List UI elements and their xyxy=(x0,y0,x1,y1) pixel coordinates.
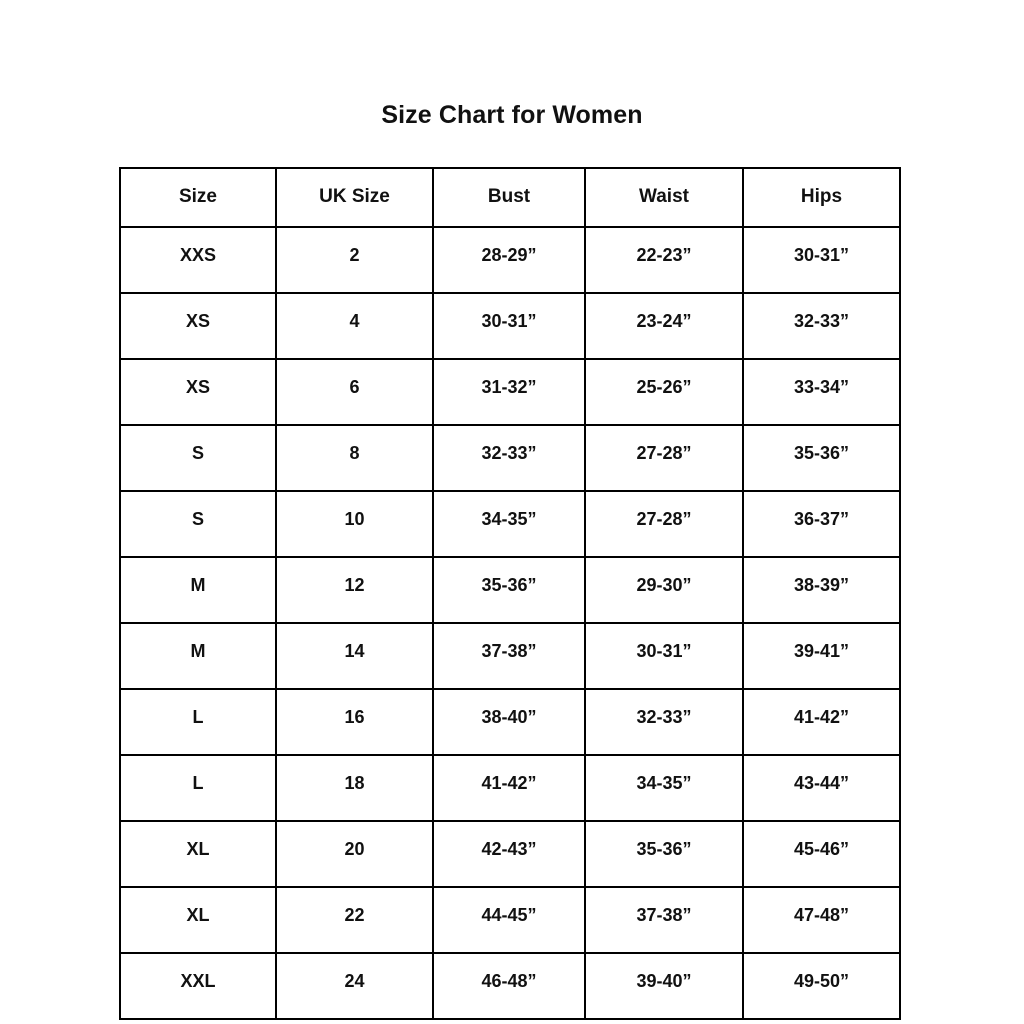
cell-waist: 35-36” xyxy=(584,820,744,888)
column-header-uk-size: UK Size xyxy=(275,167,434,228)
cell-bust: 28-29” xyxy=(432,226,586,294)
cell-size: XL xyxy=(119,820,277,888)
size-chart-table: Size UK Size Bust Waist Hips XXS 2 28-29… xyxy=(119,167,901,1020)
cell-waist: 27-28” xyxy=(584,490,744,558)
table-row: XS 4 30-31” 23-24” 32-33” xyxy=(119,292,901,360)
cell-hips: 45-46” xyxy=(742,820,901,888)
column-header-waist: Waist xyxy=(584,167,744,228)
cell-hips: 39-41” xyxy=(742,622,901,690)
cell-waist: 37-38” xyxy=(584,886,744,954)
cell-uk-size: 18 xyxy=(275,754,434,822)
table-header-row: Size UK Size Bust Waist Hips xyxy=(119,167,901,228)
cell-waist: 29-30” xyxy=(584,556,744,624)
column-header-size: Size xyxy=(119,167,277,228)
cell-waist: 30-31” xyxy=(584,622,744,690)
cell-bust: 35-36” xyxy=(432,556,586,624)
cell-hips: 49-50” xyxy=(742,952,901,1020)
cell-bust: 44-45” xyxy=(432,886,586,954)
table-row: M 12 35-36” 29-30” 38-39” xyxy=(119,556,901,624)
cell-hips: 33-34” xyxy=(742,358,901,426)
cell-size: L xyxy=(119,688,277,756)
cell-waist: 22-23” xyxy=(584,226,744,294)
cell-hips: 47-48” xyxy=(742,886,901,954)
cell-uk-size: 4 xyxy=(275,292,434,360)
cell-waist: 27-28” xyxy=(584,424,744,492)
cell-bust: 41-42” xyxy=(432,754,586,822)
table-row: XL 22 44-45” 37-38” 47-48” xyxy=(119,886,901,954)
cell-bust: 34-35” xyxy=(432,490,586,558)
cell-hips: 41-42” xyxy=(742,688,901,756)
cell-uk-size: 10 xyxy=(275,490,434,558)
cell-bust: 32-33” xyxy=(432,424,586,492)
table-row: L 18 41-42” 34-35” 43-44” xyxy=(119,754,901,822)
cell-waist: 34-35” xyxy=(584,754,744,822)
cell-bust: 37-38” xyxy=(432,622,586,690)
table-row: XS 6 31-32” 25-26” 33-34” xyxy=(119,358,901,426)
column-header-hips: Hips xyxy=(742,167,901,228)
cell-size: XS xyxy=(119,358,277,426)
page-title: Size Chart for Women xyxy=(381,101,643,129)
cell-bust: 42-43” xyxy=(432,820,586,888)
cell-size: XXL xyxy=(119,952,277,1020)
cell-uk-size: 22 xyxy=(275,886,434,954)
cell-bust: 38-40” xyxy=(432,688,586,756)
cell-hips: 36-37” xyxy=(742,490,901,558)
cell-size: L xyxy=(119,754,277,822)
cell-waist: 39-40” xyxy=(584,952,744,1020)
cell-uk-size: 2 xyxy=(275,226,434,294)
cell-hips: 38-39” xyxy=(742,556,901,624)
cell-size: XS xyxy=(119,292,277,360)
cell-uk-size: 6 xyxy=(275,358,434,426)
table-row: XXL 24 46-48” 39-40” 49-50” xyxy=(119,952,901,1020)
cell-bust: 30-31” xyxy=(432,292,586,360)
cell-size: M xyxy=(119,556,277,624)
cell-size: XXS xyxy=(119,226,277,294)
cell-uk-size: 12 xyxy=(275,556,434,624)
cell-size: XL xyxy=(119,886,277,954)
cell-hips: 32-33” xyxy=(742,292,901,360)
cell-waist: 23-24” xyxy=(584,292,744,360)
size-table-container: Size UK Size Bust Waist Hips XXS 2 28-29… xyxy=(119,167,901,1020)
cell-hips: 43-44” xyxy=(742,754,901,822)
cell-bust: 46-48” xyxy=(432,952,586,1020)
table-row: XL 20 42-43” 35-36” 45-46” xyxy=(119,820,901,888)
cell-hips: 35-36” xyxy=(742,424,901,492)
table-row: S 8 32-33” 27-28” 35-36” xyxy=(119,424,901,492)
cell-size: M xyxy=(119,622,277,690)
table-row: M 14 37-38” 30-31” 39-41” xyxy=(119,622,901,690)
column-header-bust: Bust xyxy=(432,167,586,228)
cell-size: S xyxy=(119,490,277,558)
cell-uk-size: 16 xyxy=(275,688,434,756)
cell-uk-size: 24 xyxy=(275,952,434,1020)
table-row: L 16 38-40” 32-33” 41-42” xyxy=(119,688,901,756)
cell-size: S xyxy=(119,424,277,492)
cell-uk-size: 20 xyxy=(275,820,434,888)
table-row: XXS 2 28-29” 22-23” 30-31” xyxy=(119,226,901,294)
cell-waist: 25-26” xyxy=(584,358,744,426)
cell-waist: 32-33” xyxy=(584,688,744,756)
cell-uk-size: 8 xyxy=(275,424,434,492)
cell-bust: 31-32” xyxy=(432,358,586,426)
cell-uk-size: 14 xyxy=(275,622,434,690)
cell-hips: 30-31” xyxy=(742,226,901,294)
table-row: S 10 34-35” 27-28” 36-37” xyxy=(119,490,901,558)
